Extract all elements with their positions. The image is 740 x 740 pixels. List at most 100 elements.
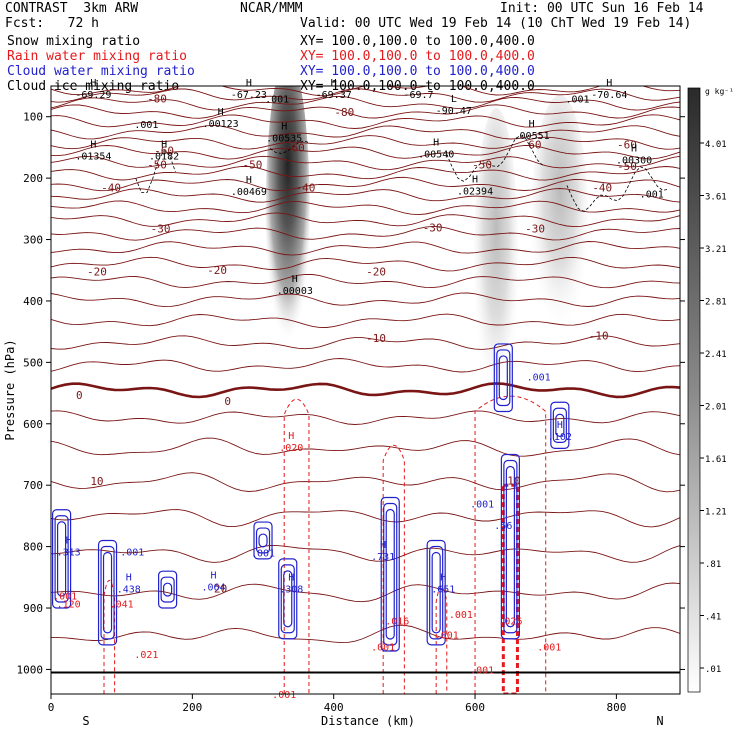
cloud-water-contour (426, 539, 446, 646)
cloud-water-contour (278, 558, 298, 640)
snow-extremum-value: .001 (134, 120, 158, 131)
cloud-water-extremum-marker: H (66, 536, 72, 547)
temperature-contour (51, 95, 680, 111)
y-tick-label: 400 (23, 295, 43, 308)
snow-extremum-value: .001 (640, 189, 664, 200)
cloud-water-contour (52, 509, 72, 609)
temperature-label: -50 (617, 160, 637, 173)
colorbar-tick-label: 2.01 (705, 403, 727, 413)
y-tick-label: 800 (23, 541, 43, 554)
temperature-label: 0 (76, 389, 83, 402)
cloud-water-contour (102, 551, 113, 634)
snow-extremum-marker: H (161, 139, 167, 150)
temperature-contour (51, 273, 680, 289)
temperature-contour (51, 200, 680, 216)
rain-contour (435, 586, 448, 694)
rain-extremum-value: .001 (53, 592, 77, 603)
temperature-label: 0 (224, 395, 231, 408)
valid-time: Valid: 00 UTC Wed 19 Feb 14 (10 ChT Wed … (300, 16, 692, 31)
temperature-contour (51, 124, 680, 140)
cloud-water-contour (550, 401, 570, 449)
temperature-contour (51, 88, 680, 103)
temperature-contour (51, 212, 680, 228)
snow-extremum-marker: H (292, 274, 298, 285)
cloud-water-contour (385, 508, 395, 640)
temperature-contour (51, 358, 680, 373)
rain-contour (474, 395, 547, 694)
snow-shading (265, 86, 588, 408)
snow-contour (566, 166, 669, 212)
snow-extremum-value: .001 (265, 94, 289, 105)
cloud-water-contour (493, 343, 513, 413)
rain-extremum-value: .021 (134, 650, 158, 661)
temperature-label: -50 (242, 159, 262, 172)
cloud-water-extremum-marker: H (380, 540, 386, 551)
temperature-contour (51, 410, 680, 425)
snow-plume-central (474, 107, 519, 408)
temperature-contour (51, 256, 680, 272)
snow-extremum-marker: H (246, 175, 252, 186)
snow-extremum-marker: H (218, 107, 224, 118)
contour-extrema-labels: H-69.29H-67.23H-69.37 -69.7H-70.64L-90.47… (53, 78, 664, 701)
temperature-contour (51, 472, 680, 493)
temperature-label: 10 (507, 474, 520, 487)
organization: NCAR/MMM (240, 1, 303, 16)
temperature-label: -30 (423, 221, 443, 234)
snow-extremum-marker: H (606, 78, 612, 89)
y-tick-label: 500 (23, 356, 43, 369)
cloud-water-extremum-value: .001 (527, 372, 551, 383)
cloud-water-extremum-value: .064 (202, 583, 226, 594)
temperature-contour (51, 437, 680, 457)
temperature-contour (51, 545, 680, 563)
snow-extremum-marker: H (281, 122, 287, 133)
field-label-cloud-water: Cloud water mixing ratio (7, 64, 195, 79)
temperature-label: -20 (366, 265, 386, 278)
snow-extremum-marker: H (246, 78, 252, 89)
temperature-label: -80 (334, 106, 354, 119)
y-tick-label: 300 (23, 234, 43, 247)
snow-extremum-value: -69.29 (75, 90, 111, 101)
cloud-water-extremum-value: .001 (470, 500, 494, 511)
rain-extremum-value: .001 (272, 690, 296, 701)
y-axis-label: Pressure (hPa) (3, 339, 17, 440)
colorbar-tick-label: .41 (705, 613, 721, 623)
rain-extremum-value: .026 (498, 616, 522, 627)
snow-extremum-value: .01354 (75, 151, 111, 162)
snow-extremum-value: .00540 (418, 150, 454, 161)
colorbar-tick-label: 4.01 (705, 140, 727, 150)
temperature-contour (51, 104, 680, 119)
snow-extremum-value: -70.64 (591, 90, 627, 101)
temperature-label: -20 (87, 265, 107, 278)
temperature-label: -50 (147, 159, 167, 172)
temperature-contour (51, 135, 680, 150)
temperature-label: -40 (592, 181, 612, 194)
temperature-contour (51, 165, 680, 181)
cloud-water-extremum-marker: H (126, 572, 132, 583)
forecast-hour: Fcst: 72 h (5, 16, 99, 31)
cloud-water-contour (280, 564, 295, 634)
snow-extremum-value: .0182 (149, 151, 179, 162)
cloud-water-contour (97, 539, 118, 646)
temperature-contour (51, 176, 680, 192)
temperature-label: -30 (151, 222, 171, 235)
rain-contours (103, 395, 547, 694)
cloud-water-extremum-value: .102 (548, 432, 572, 443)
snow-extremum-marker: H (433, 138, 439, 149)
x-tick-label: 800 (606, 701, 626, 714)
temperature-contour (51, 144, 680, 160)
x-tick-label: 0 (48, 701, 55, 714)
colorbar-tick-label: 1.21 (705, 508, 727, 518)
temperature-label: 10 (90, 475, 103, 488)
snow-plume-east (531, 94, 588, 335)
temperature-contour (51, 624, 680, 644)
temperature-contour (51, 114, 680, 129)
temperature-label: -60 (154, 144, 174, 157)
colorbar-tick-label: 2.81 (705, 298, 727, 308)
colorbar (687, 87, 701, 693)
temperature-label: -10 (366, 332, 386, 345)
rain-extremum-value: .001 (371, 643, 395, 654)
cloud-water-extremum-marker: H (211, 571, 217, 582)
temperature-contour (51, 155, 680, 171)
temperature-contour (51, 188, 680, 203)
